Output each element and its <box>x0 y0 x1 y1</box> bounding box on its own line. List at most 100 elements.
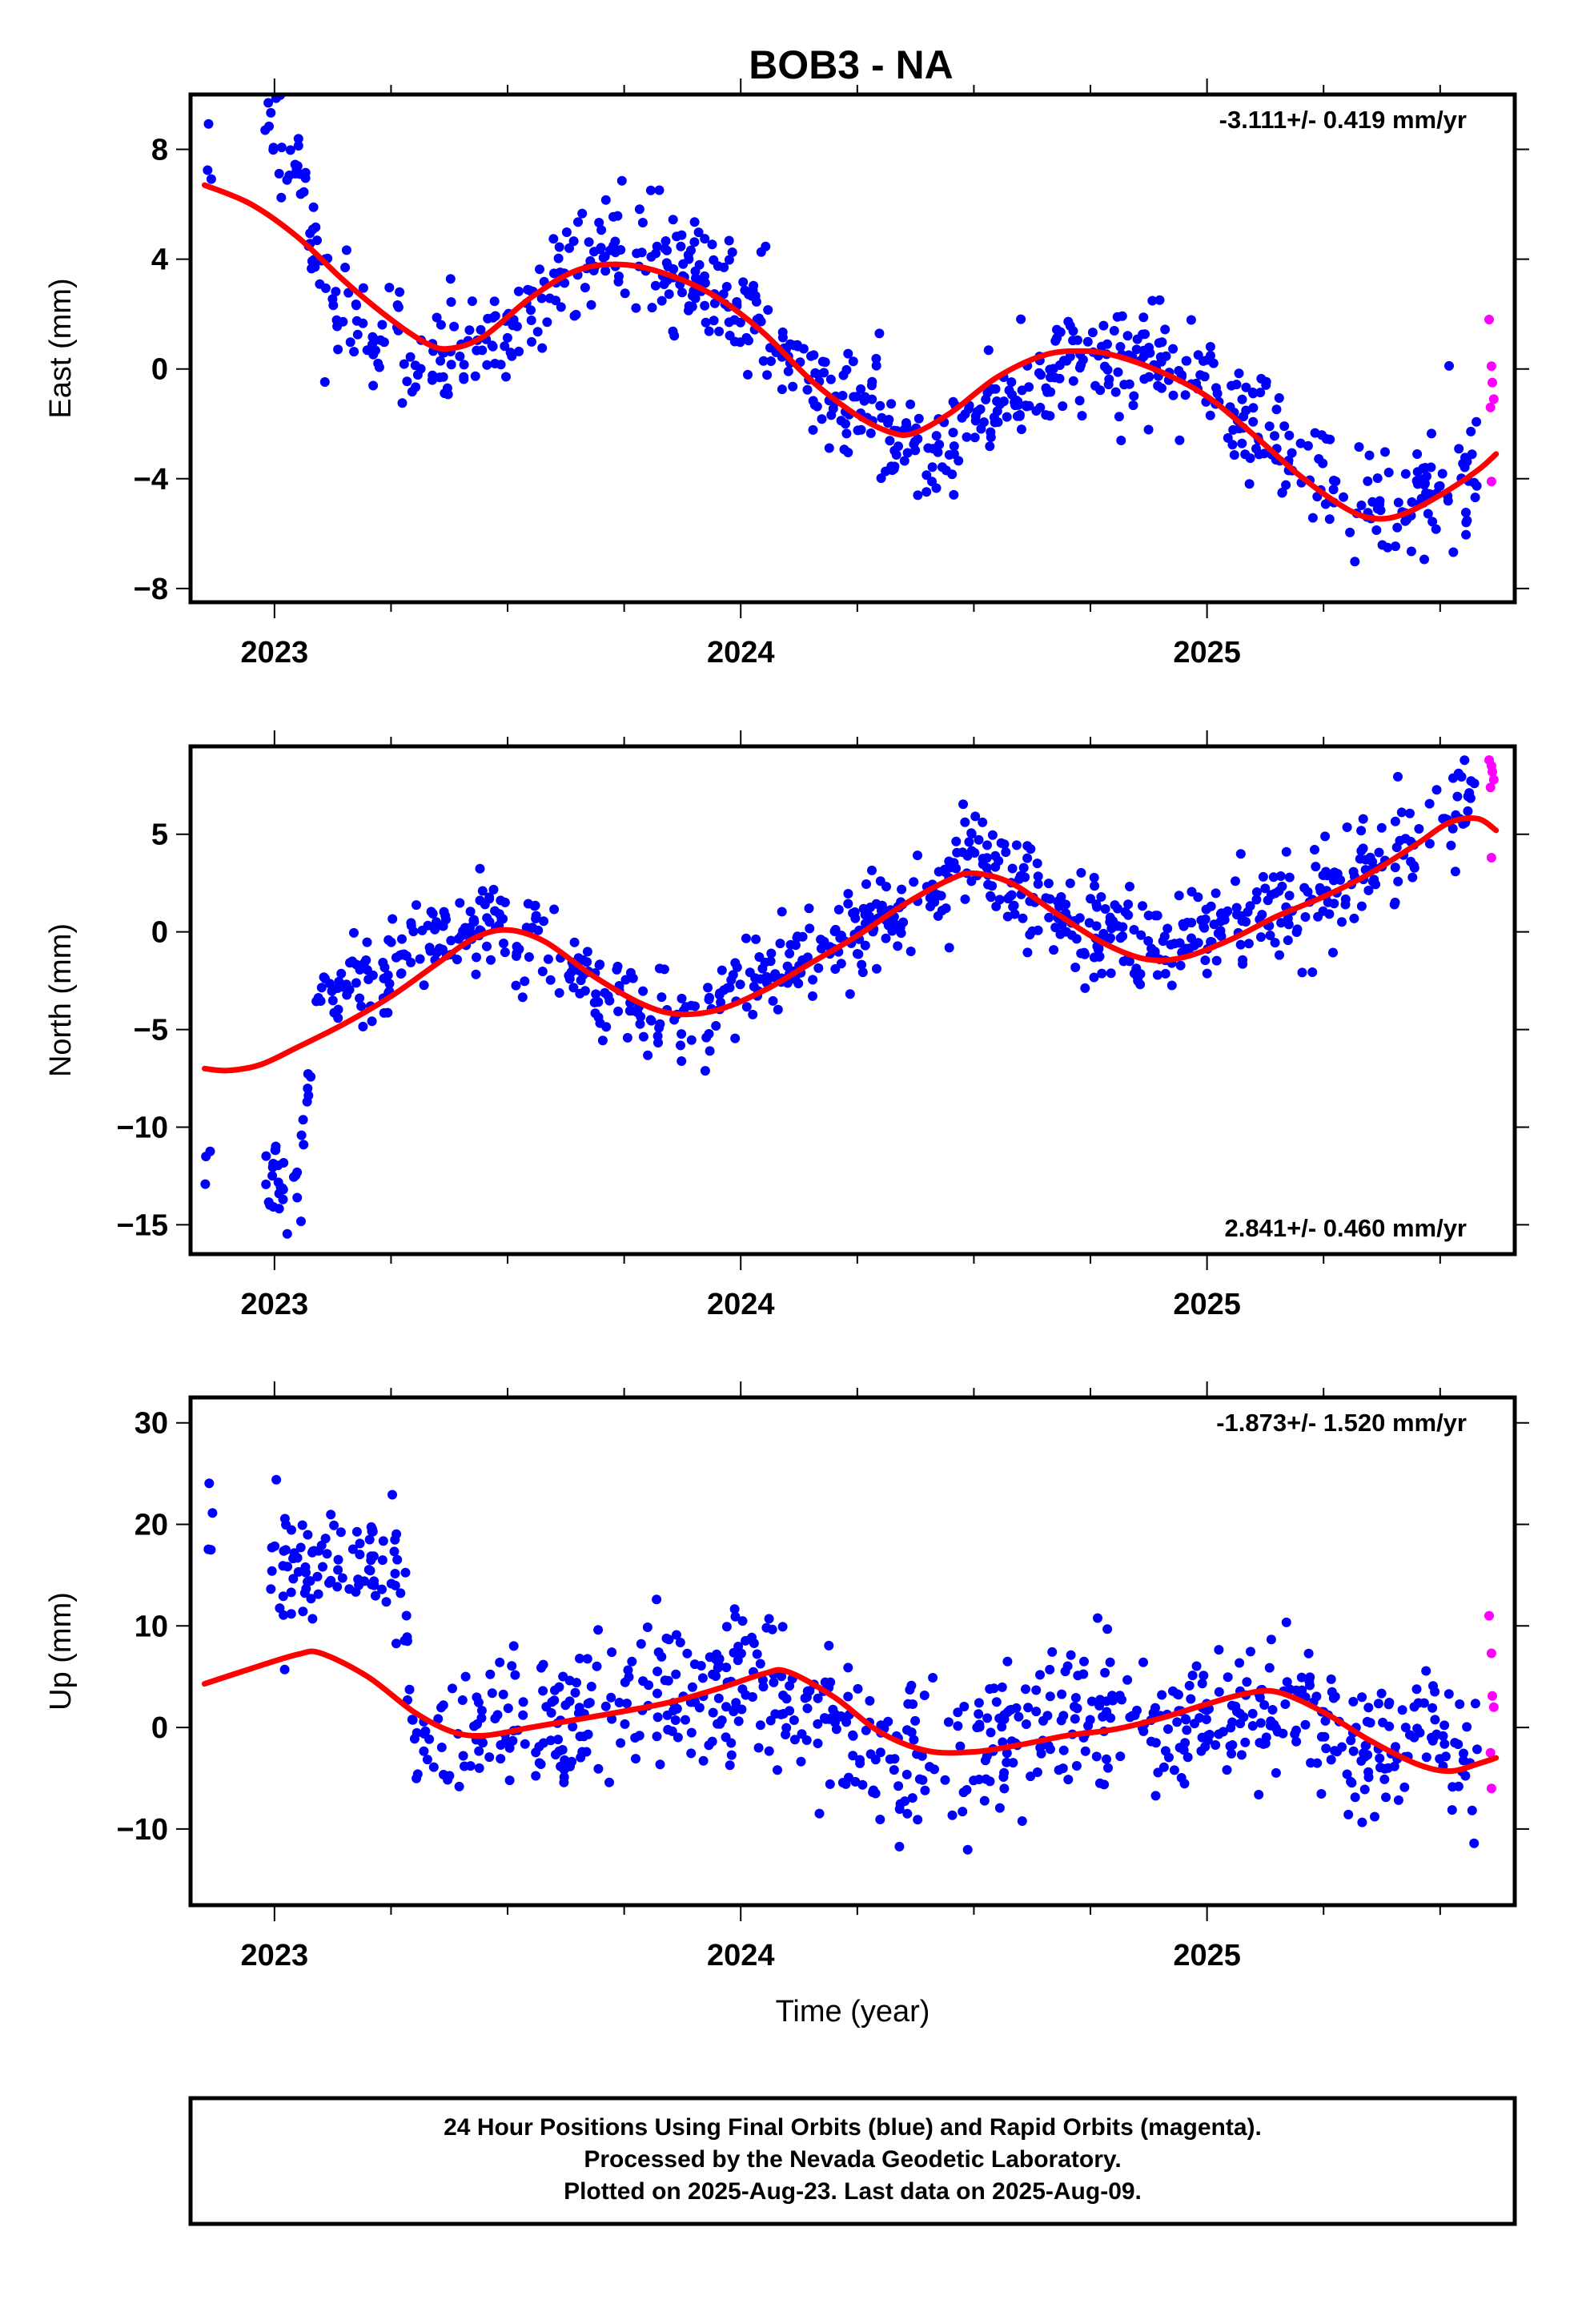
final-orbit-point <box>305 228 315 239</box>
final-orbit-point <box>402 1636 412 1647</box>
final-orbit-point <box>455 898 465 908</box>
final-orbit-point <box>377 320 387 330</box>
final-orbit-point <box>436 356 446 366</box>
final-orbit-point <box>306 1594 316 1604</box>
final-orbit-point <box>713 1659 724 1670</box>
final-orbit-point <box>853 425 863 436</box>
final-orbit-point <box>355 1538 365 1549</box>
final-orbit-point <box>937 462 947 472</box>
final-orbit-point <box>1055 929 1066 939</box>
final-orbit-point <box>315 279 325 289</box>
final-orbit-point <box>1345 527 1355 537</box>
final-orbit-point <box>572 1678 582 1688</box>
final-orbit-point <box>982 840 992 850</box>
final-orbit-point <box>1260 883 1271 894</box>
x-tick-label: 2024 <box>707 1939 775 1972</box>
final-orbit-point <box>1202 968 1212 979</box>
final-orbit-point <box>703 983 713 993</box>
final-orbit-point <box>843 889 853 899</box>
final-orbit-point <box>844 1772 853 1783</box>
rapid-orbit-point <box>1484 315 1494 324</box>
final-orbit-point <box>1232 910 1242 920</box>
final-orbit-point <box>1139 374 1150 384</box>
final-orbit-point <box>1247 387 1258 397</box>
final-orbit-point <box>652 1594 662 1605</box>
final-orbit-point <box>789 340 799 351</box>
final-orbit-point <box>753 1743 764 1753</box>
final-orbit-point <box>715 988 725 999</box>
final-orbit-point <box>686 245 696 255</box>
final-orbit-point <box>949 489 959 500</box>
final-orbit-point <box>1237 394 1247 404</box>
final-orbit-point <box>1257 910 1267 920</box>
final-orbit-point <box>1444 360 1454 371</box>
final-orbit-point <box>286 1587 296 1598</box>
final-orbit-point <box>843 1663 853 1673</box>
final-orbit-point <box>928 1673 938 1683</box>
final-orbit-point <box>970 811 981 822</box>
final-orbit-point <box>1248 403 1259 413</box>
final-orbit-point <box>931 431 942 441</box>
final-orbit-point <box>303 1084 313 1094</box>
final-orbit-point <box>802 384 813 395</box>
final-orbit-point <box>335 1527 346 1538</box>
final-orbit-point <box>1390 897 1400 907</box>
final-orbit-point <box>652 241 662 251</box>
final-orbit-point <box>1043 879 1054 889</box>
final-orbit-point <box>1143 911 1154 921</box>
final-orbit-point <box>1450 866 1460 877</box>
rapid-orbit-point <box>1486 1783 1496 1794</box>
final-orbit-point <box>717 1715 727 1726</box>
final-orbit-point <box>1319 1731 1330 1742</box>
final-orbit-point <box>419 980 429 991</box>
final-orbit-point <box>1303 440 1313 451</box>
y-tick-label: 5 <box>151 818 168 852</box>
final-orbit-point <box>568 983 579 993</box>
final-orbit-point <box>347 1544 358 1554</box>
final-orbit-point <box>886 399 897 409</box>
final-orbit-point <box>1328 947 1338 958</box>
final-orbit-point <box>474 1746 484 1756</box>
final-orbit-point <box>430 924 440 935</box>
final-orbit-point <box>1275 871 1286 881</box>
final-orbit-point <box>1178 1745 1189 1755</box>
final-orbit-point <box>446 297 456 308</box>
final-orbit-point <box>320 1534 331 1544</box>
final-orbit-point <box>955 1741 966 1751</box>
final-orbit-point <box>775 939 785 949</box>
final-orbit-point <box>700 1066 710 1076</box>
final-orbit-point <box>524 952 534 962</box>
final-orbit-point <box>1054 1765 1064 1775</box>
final-orbit-point <box>1235 939 1246 950</box>
final-orbit-point <box>1295 438 1306 448</box>
final-orbit-point <box>730 1611 741 1622</box>
final-orbit-point <box>634 204 644 215</box>
final-orbit-point <box>1379 1774 1390 1784</box>
final-orbit-point <box>875 400 885 411</box>
final-orbit-point <box>1229 450 1239 460</box>
final-orbit-point <box>905 947 916 956</box>
final-orbit-point <box>1089 972 1099 983</box>
final-orbit-point <box>836 1711 846 1721</box>
final-orbit-point <box>1123 910 1134 920</box>
final-orbit-point <box>1174 891 1184 901</box>
final-orbit-point <box>496 895 506 906</box>
final-orbit-point <box>502 332 512 343</box>
final-orbit-point <box>1143 424 1154 435</box>
final-orbit-point <box>1304 1676 1315 1687</box>
final-orbit-point <box>872 963 881 974</box>
rapid-orbit-point <box>1486 853 1496 862</box>
x-tick-label: 2025 <box>1173 636 1241 669</box>
final-orbit-point <box>962 1844 973 1855</box>
final-orbit-point <box>632 248 642 259</box>
final-orbit-point <box>944 856 954 866</box>
final-orbit-point <box>508 1641 519 1651</box>
final-orbit-point <box>558 1671 568 1682</box>
final-orbit-point <box>1033 925 1043 935</box>
final-orbit-point <box>707 239 717 250</box>
final-orbit-point <box>1282 1677 1292 1687</box>
final-orbit-point <box>1354 442 1364 452</box>
final-orbit-point <box>1050 923 1061 933</box>
final-orbit-point <box>655 1759 665 1770</box>
final-orbit-point <box>534 1758 544 1768</box>
